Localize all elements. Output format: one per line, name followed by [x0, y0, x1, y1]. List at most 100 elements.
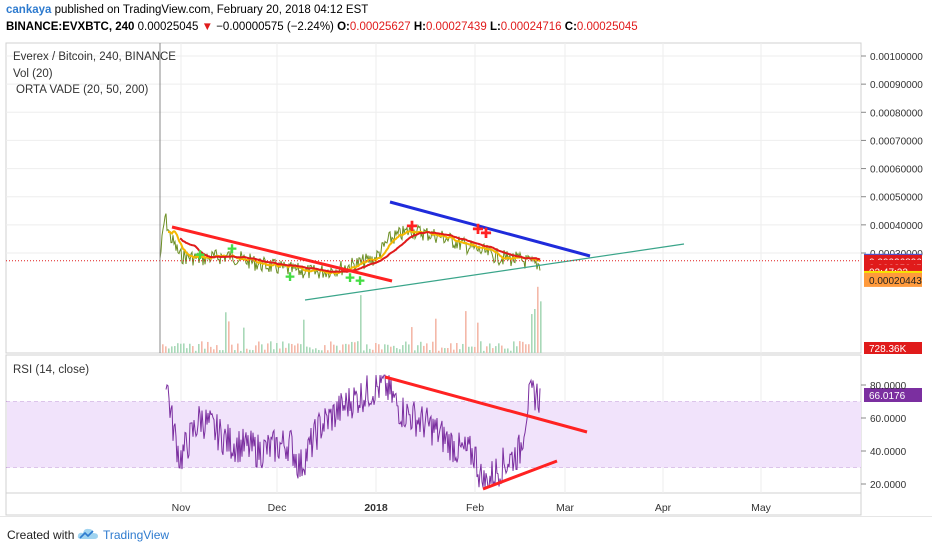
price-panel[interactable]	[5, 42, 862, 354]
y-tick-label: 0.00060000	[870, 165, 923, 176]
volume-bar	[234, 350, 236, 353]
volume-label: 728.36K	[869, 344, 907, 355]
volume-bar	[264, 349, 266, 353]
volume-bar	[348, 344, 350, 353]
volume-bar	[270, 341, 272, 353]
volume-bar	[273, 349, 275, 353]
sell-marker: ✚	[406, 218, 418, 234]
price-layer: ✚ ✚✚ ✚ ✚✚ ✚✚	[6, 43, 861, 353]
volume-bar	[540, 301, 542, 353]
volume-bar	[246, 348, 248, 353]
rsi-title[interactable]: RSI (14, close)	[13, 364, 89, 376]
volume-bars	[162, 286, 542, 353]
volume-bar	[279, 348, 281, 353]
time-axis	[5, 492, 862, 516]
chart-canvas[interactable]: ✚ ✚✚ ✚ ✚✚ ✚✚ 66.0176 Nov Dec 2018 Feb Mar Apr May0…	[0, 38, 932, 516]
volume-bar	[390, 346, 392, 353]
x-tick-label: May	[751, 502, 772, 514]
volume-indicator-label[interactable]: Vol (20)	[13, 68, 53, 80]
volume-bar	[528, 344, 530, 353]
price-axis-label-bg	[864, 272, 922, 287]
volume-bar	[285, 347, 287, 353]
tradingview-brand[interactable]: TradingView	[103, 528, 170, 542]
volume-bar	[453, 349, 455, 353]
rsi-tick-label: 80.0000	[870, 381, 907, 392]
volume-bar	[426, 343, 428, 353]
chart-title: Everex / Bitcoin, 240, BINANCE	[13, 51, 176, 63]
volume-bar	[471, 346, 473, 353]
author-name[interactable]: cankaya	[6, 4, 52, 16]
chart-header: cankaya published on TradingView.com, Fe…	[0, 0, 932, 38]
x-tick-label: 2018	[364, 502, 388, 514]
volume-bar	[531, 314, 533, 353]
volume-bar	[429, 350, 431, 353]
rsi-line	[165, 374, 541, 488]
volume-bar	[315, 348, 317, 353]
volume-bar	[459, 349, 461, 353]
created-with-text: Created with	[7, 528, 75, 542]
volume-bar	[486, 346, 488, 353]
volume-bar	[252, 350, 254, 353]
volume-bar	[243, 327, 245, 353]
y-tick-label: 0.00040000	[870, 221, 923, 232]
volume-bar	[336, 345, 338, 353]
footer: Created with TradingView	[0, 516, 932, 551]
volume-bar	[237, 343, 239, 353]
volume-bar	[435, 318, 437, 353]
rsi-tick-label: 60.0000	[870, 414, 907, 425]
price-change: −0.00000575 (−2.24%)	[216, 21, 334, 33]
x-tick-label: Feb	[466, 502, 484, 514]
volume-bar	[381, 349, 383, 353]
volume-bar	[495, 346, 497, 353]
volume-bar	[423, 345, 425, 353]
volume-bar	[357, 341, 359, 353]
volume-bar	[363, 350, 365, 353]
volume-bar	[366, 344, 368, 353]
volume-bar	[483, 350, 485, 353]
volume-bar	[378, 344, 380, 353]
buy-marker: ✚	[345, 271, 355, 285]
volume-bar	[420, 341, 422, 353]
volume-bar	[360, 295, 362, 353]
volume-bar	[321, 350, 323, 353]
volume-bar	[516, 346, 518, 353]
volume-bar	[408, 344, 410, 353]
volume-bar	[519, 341, 521, 353]
volume-bar	[210, 346, 212, 353]
volume-bar	[261, 344, 263, 353]
ma-indicator-label[interactable]: ORTA VADE (20, 50, 200)	[16, 84, 148, 96]
rsi-tick-label: 40.0000	[870, 447, 907, 458]
rsi-tick-label: 20.0000	[870, 480, 907, 491]
volume-bar	[198, 343, 200, 353]
volume-bar	[288, 343, 290, 353]
volume-bar	[318, 349, 320, 353]
volume-bar	[294, 345, 296, 353]
volume-bar	[501, 345, 503, 353]
volume-bar	[525, 344, 527, 353]
volume-bar	[195, 350, 197, 353]
volume-bar	[399, 349, 401, 353]
volume-bar	[384, 344, 386, 353]
volume-bar	[258, 341, 260, 353]
volume-bar	[465, 311, 467, 353]
volume-bar	[276, 343, 278, 353]
volume-bar	[180, 343, 182, 353]
volume-bar	[477, 322, 479, 353]
volume-bar	[474, 346, 476, 353]
volume-bar	[387, 344, 389, 353]
volume-bar	[441, 347, 443, 353]
volume-bar	[333, 344, 335, 353]
x-tick-label: Mar	[556, 502, 575, 514]
volume-bar	[297, 343, 299, 353]
volume-bar	[342, 344, 344, 353]
volume-bar	[504, 348, 506, 353]
buy-marker: ✚	[355, 274, 365, 288]
volume-bar	[213, 349, 215, 353]
x-tick-label: Apr	[655, 502, 672, 514]
price-axis-label: 0.00020443	[869, 276, 922, 287]
volume-bar	[456, 343, 458, 353]
symbol-label: BINANCE:EVXBTC, 240	[6, 21, 135, 33]
volume-bar	[444, 348, 446, 353]
volume-bar	[231, 344, 233, 353]
volume-bar	[351, 341, 353, 353]
